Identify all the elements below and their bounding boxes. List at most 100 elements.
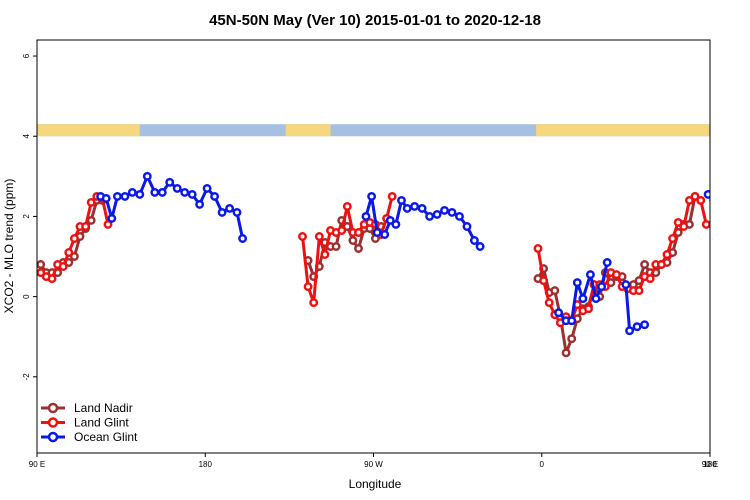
data-point — [37, 260, 46, 269]
y-tick-label: 6 — [22, 53, 31, 58]
land-ocean-strip — [37, 124, 710, 137]
data-point — [238, 234, 248, 243]
data-point — [354, 228, 363, 237]
legend-marker — [47, 431, 59, 443]
data-point — [656, 260, 666, 269]
data-point — [703, 189, 710, 199]
data-point — [348, 236, 358, 245]
data-point — [729, 193, 735, 199]
data-point — [150, 187, 160, 197]
data-point — [554, 308, 564, 318]
land-band — [37, 124, 140, 137]
series-layer — [37, 171, 750, 358]
data-point — [410, 201, 420, 211]
data-point — [634, 286, 644, 296]
legend-item: Land Glint — [41, 416, 129, 430]
data-point — [544, 298, 554, 308]
y-tick-label: -2 — [22, 373, 31, 381]
data-point — [684, 195, 694, 205]
data-point — [202, 183, 212, 193]
data-point — [69, 234, 79, 243]
series-ocean-glint — [96, 171, 750, 336]
data-point — [135, 189, 145, 199]
data-point — [567, 316, 577, 326]
data-point — [673, 217, 683, 227]
data-point — [165, 177, 175, 187]
data-point — [701, 219, 710, 229]
data-point — [331, 242, 341, 251]
data-point — [64, 248, 74, 257]
data-point — [539, 276, 549, 286]
data-point — [303, 282, 313, 292]
series-line — [301, 196, 394, 305]
data-point — [180, 187, 190, 197]
data-point — [402, 203, 412, 213]
data-point — [625, 326, 635, 336]
data-point — [455, 211, 464, 221]
data-point — [640, 260, 650, 269]
data-point — [737, 187, 743, 193]
data-point — [550, 286, 560, 296]
legend-marker — [47, 417, 59, 428]
data-point — [462, 222, 472, 231]
series-line — [707, 193, 710, 199]
data-point — [298, 232, 307, 241]
data-point — [354, 244, 363, 253]
legend-item: Land Nadir — [41, 401, 133, 415]
data-point — [391, 219, 401, 229]
legend-item: Ocean Glint — [41, 430, 138, 444]
y-tick-label: 4 — [22, 133, 31, 138]
legend-marker — [47, 402, 59, 414]
plot-frame — [36, 39, 711, 454]
data-point — [591, 294, 601, 304]
x-axis-label: Longitude — [349, 477, 402, 491]
x-tick-label: 90 W — [364, 460, 383, 469]
data-point — [69, 252, 79, 261]
data-point — [533, 244, 543, 253]
data-point — [668, 234, 678, 243]
data-point — [585, 270, 595, 280]
data-point — [417, 203, 427, 213]
data-point — [210, 191, 220, 201]
y-axis: -2 0 2 4 6 — [22, 53, 37, 380]
data-point — [81, 222, 91, 231]
data-point — [314, 232, 324, 241]
data-point — [425, 211, 435, 221]
data-point — [225, 203, 235, 213]
data-point — [342, 201, 352, 211]
data-point — [172, 183, 182, 193]
chart-title: 45N-50N May (Ver 10) 2015-01-01 to 2020-… — [209, 12, 541, 29]
data-point — [387, 191, 397, 201]
data-point — [157, 187, 167, 197]
data-point — [309, 298, 319, 308]
land-band — [285, 124, 331, 137]
data-point — [744, 191, 750, 197]
data-point — [195, 199, 205, 209]
x-tick-label: 90 E — [29, 460, 45, 469]
data-point — [561, 348, 571, 358]
data-point — [127, 187, 137, 197]
data-point — [621, 280, 631, 290]
data-point — [679, 222, 689, 231]
data-point — [597, 282, 607, 292]
data-point — [475, 242, 485, 251]
data-point — [86, 197, 96, 207]
data-point — [578, 294, 588, 304]
data-point — [47, 274, 57, 284]
data-point — [107, 213, 117, 223]
data-point — [632, 322, 642, 332]
land-band — [536, 124, 710, 137]
x-tick-label: 180 — [199, 460, 213, 469]
data-point — [440, 205, 449, 215]
data-point — [645, 274, 655, 284]
data-point — [217, 207, 227, 217]
series-line — [536, 194, 708, 325]
data-point — [372, 228, 382, 237]
data-point — [367, 191, 377, 201]
data-point — [572, 278, 582, 288]
data-point — [567, 334, 577, 344]
data-point — [58, 262, 68, 271]
data-point — [142, 171, 152, 181]
y-axis-label: XCO2 - MLO trend (ppm) — [2, 179, 16, 314]
